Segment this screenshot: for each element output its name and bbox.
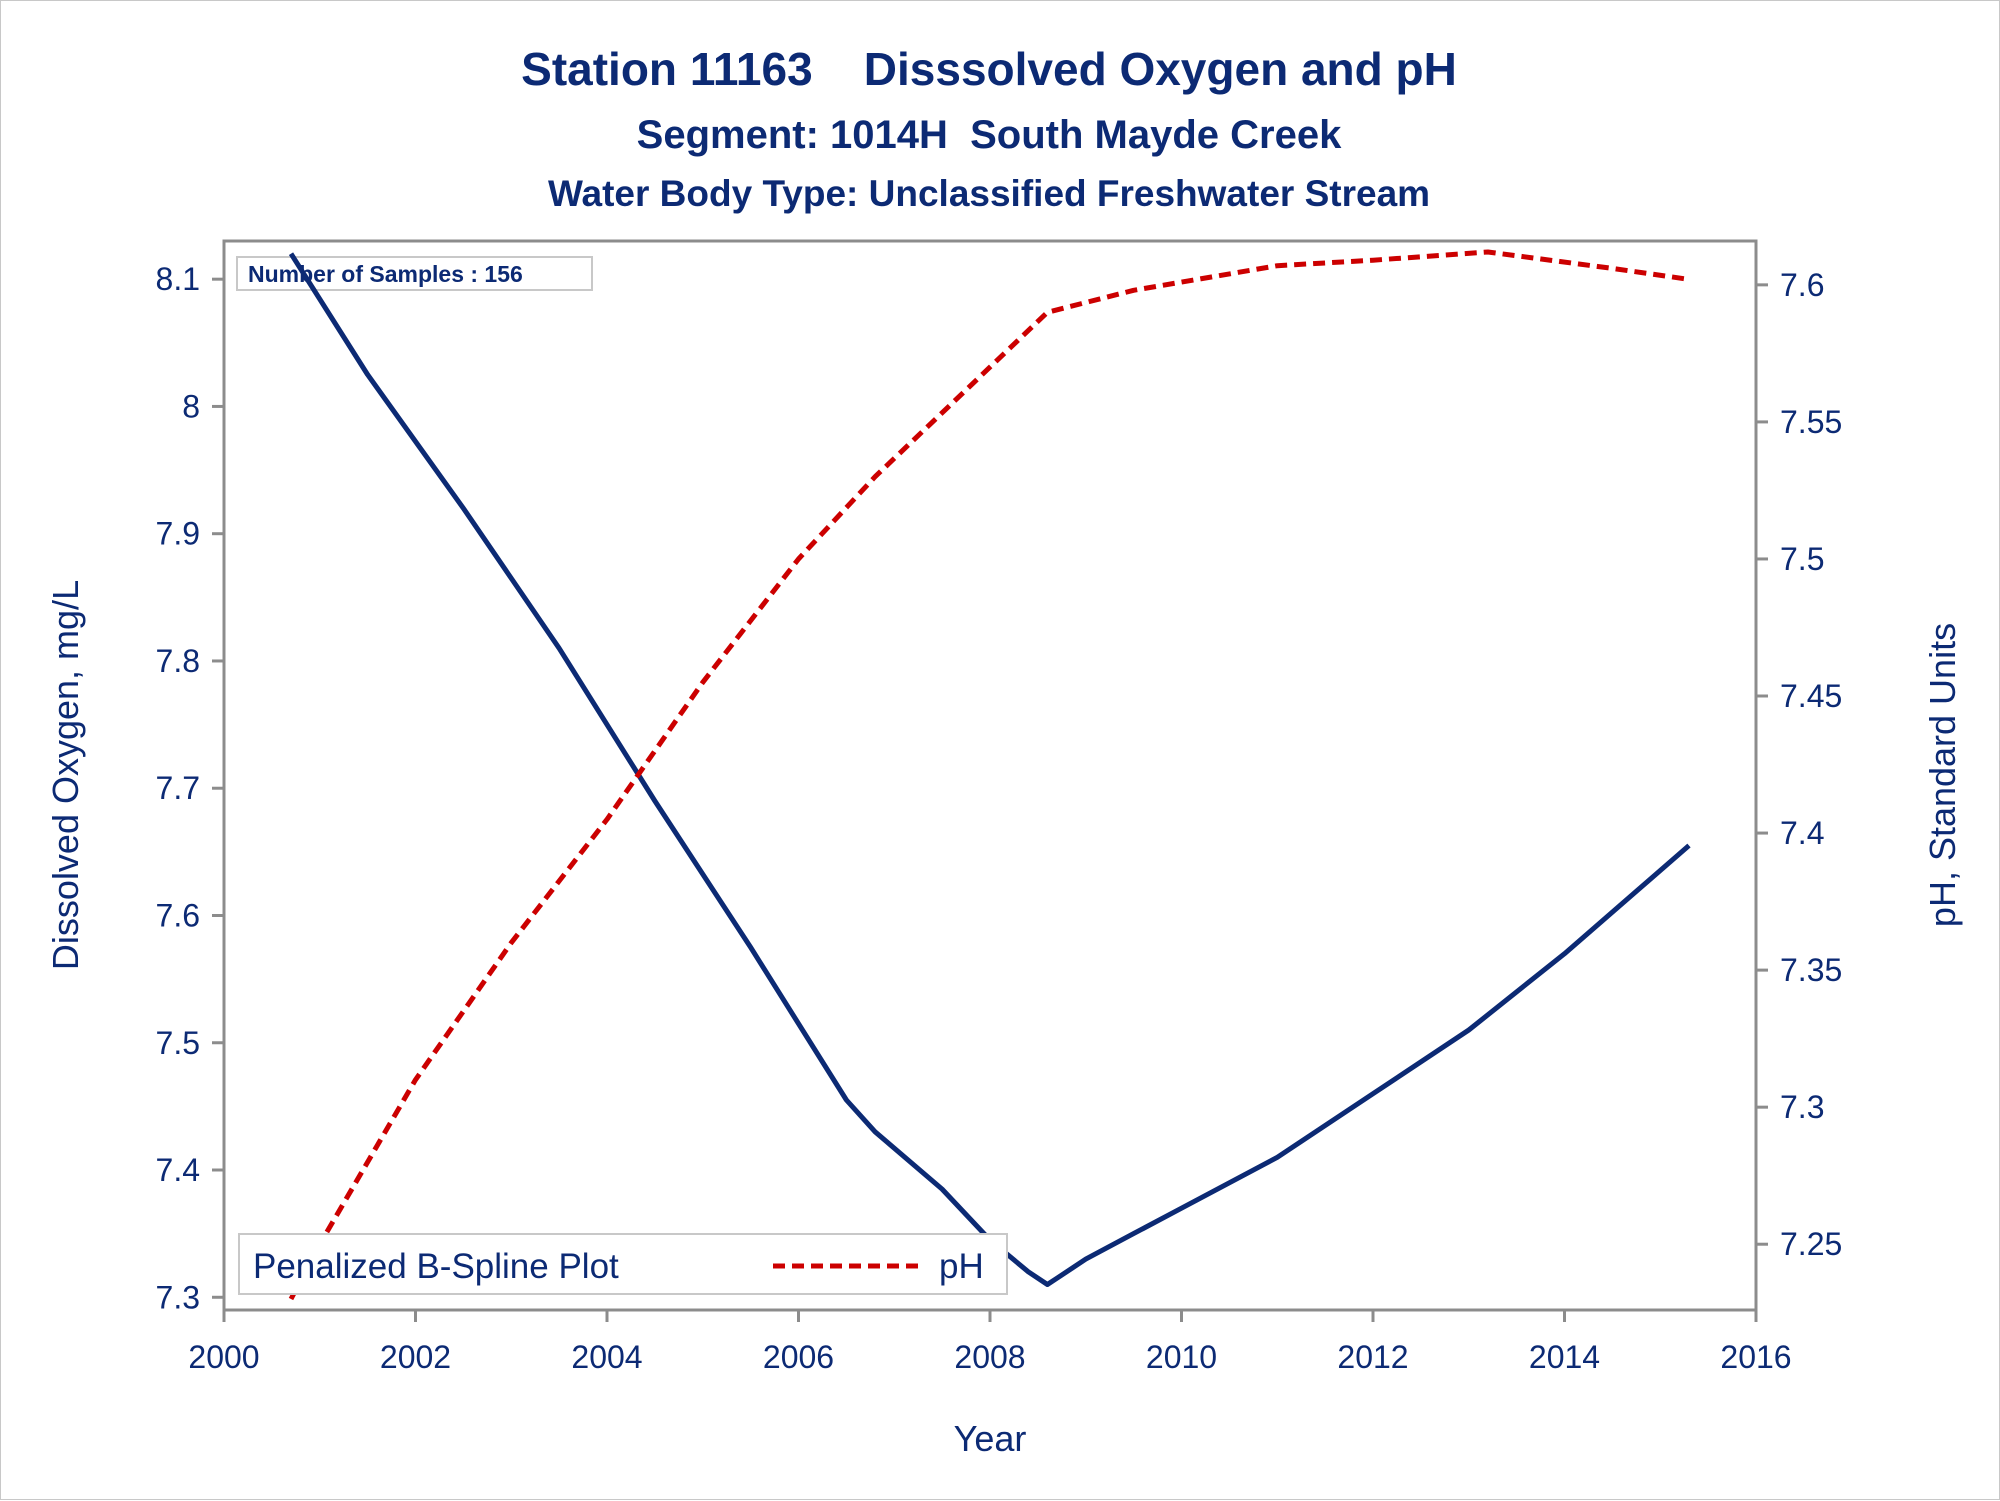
y-left-tick-label: 7.5	[156, 1025, 200, 1061]
x-tick-label: 2010	[1146, 1339, 1217, 1375]
y-right-tick-label: 7.3	[1780, 1089, 1824, 1125]
legend-title: Penalized B-Spline Plot	[253, 1247, 619, 1286]
y-right-tick-label: 7.25	[1780, 1226, 1842, 1262]
axis-ticks: 2000 2002 2004 2006 2008 2010 2012 2014 2016 7.3 7…	[156, 261, 1843, 1375]
x-tick-label: 2004	[571, 1339, 642, 1375]
y-left-tick-label: 7.4	[156, 1152, 200, 1188]
sample-count-text: Number of Samples : 156	[248, 261, 523, 287]
y-axis-right-title: pH, Standard Units	[1922, 623, 1963, 927]
y-axis-left-title: Dissolved Oxygen, mg/L	[45, 580, 86, 970]
chart-subtitle: Segment: 1014H South Mayde Creek	[637, 113, 1342, 157]
y-right-tick-label: 7.45	[1780, 678, 1842, 714]
chart-subtitle-2: Water Body Type: Unclassified Freshwater…	[548, 173, 1430, 214]
y-right-tick-label: 7.35	[1780, 952, 1842, 988]
y-right-tick-label: 7.4	[1780, 815, 1824, 851]
y-left-tick-label: 7.9	[156, 516, 200, 552]
y-right-tick-label: 7.6	[1780, 267, 1824, 303]
y-right-tick-label: 7.5	[1780, 541, 1824, 577]
chart-title: Station 11163 Disssolved Oxygen and pH	[521, 43, 1457, 95]
legend-label-ph: pH	[939, 1247, 984, 1286]
x-tick-label: 2006	[763, 1339, 834, 1375]
x-axis-title: Year	[954, 1418, 1027, 1459]
y-left-tick-label: 7.6	[156, 897, 200, 933]
x-tick-label: 2012	[1337, 1339, 1408, 1375]
y-left-tick-label: 7.8	[156, 643, 200, 679]
series-layer	[288, 249, 1691, 1301]
x-tick-label: 2016	[1720, 1339, 1791, 1375]
x-tick-label: 2014	[1529, 1339, 1600, 1375]
ph-series-line	[288, 249, 1690, 1301]
y-right-tick-label: 7.55	[1780, 404, 1842, 440]
y-left-tick-label: 7.7	[156, 770, 200, 806]
x-tick-label: 2008	[954, 1339, 1025, 1375]
x-tick-label: 2000	[188, 1339, 259, 1375]
y-left-tick-label: 8	[182, 388, 200, 424]
dissolved-oxygen-series-line	[288, 252, 1691, 1287]
y-left-tick-label: 8.1	[156, 261, 200, 297]
y-left-tick-label: 7.3	[156, 1279, 200, 1315]
plot-area	[222, 239, 1758, 1312]
x-tick-label: 2002	[380, 1339, 451, 1375]
